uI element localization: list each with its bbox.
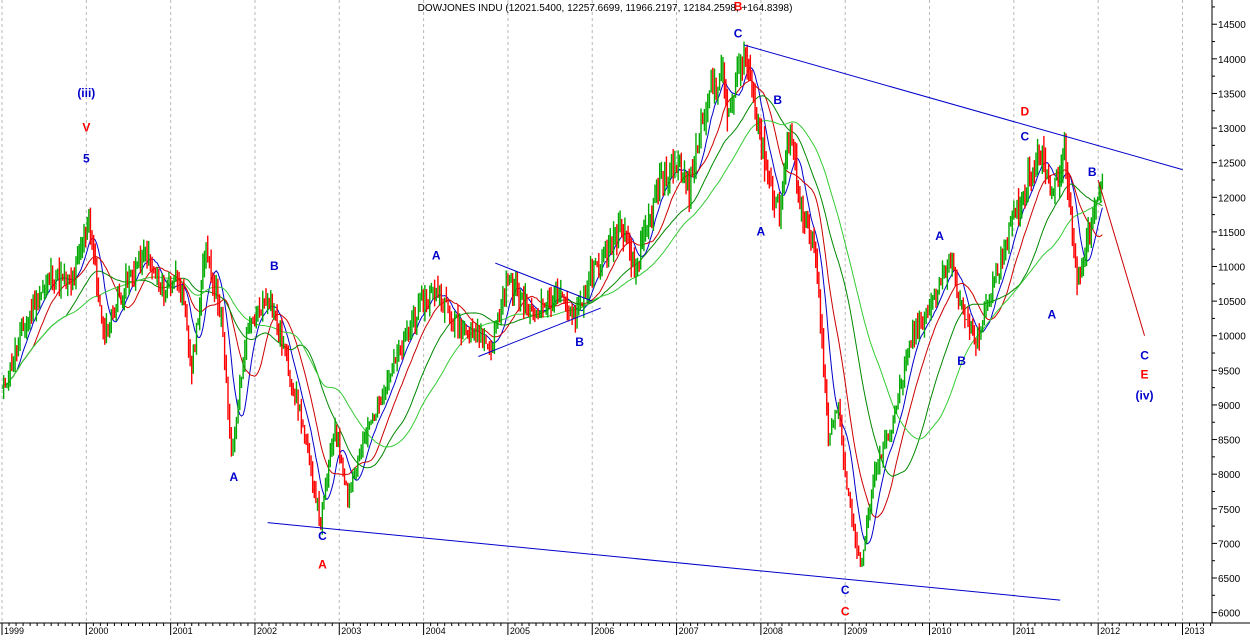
x-tick-label-2010: 2010 xyxy=(932,626,952,636)
wave-label-21: C xyxy=(1140,348,1149,362)
x-tick-label-2012: 2012 xyxy=(1100,626,1120,636)
y-tick-label-12500: 12500 xyxy=(1218,159,1246,170)
x-tick-label-1999: 1999 xyxy=(4,626,24,636)
trendline-4 xyxy=(1097,179,1146,336)
wave-label-6: A xyxy=(318,557,327,571)
price-bars xyxy=(2,41,1104,568)
wave-label-10: C xyxy=(734,26,743,40)
wave-label-1: V xyxy=(82,121,90,135)
y-tick-label-8500: 8500 xyxy=(1218,436,1241,447)
chart-title: DOWJONES INDU (12021.5400, 12257.6699, 1… xyxy=(418,3,793,14)
y-tick-label-14500: 14500 xyxy=(1218,20,1246,31)
y-tick-label-9500: 9500 xyxy=(1218,366,1241,377)
wave-label-11: A xyxy=(757,224,766,238)
x-tick-label-2000: 2000 xyxy=(88,626,108,636)
x-tick-label-2009: 2009 xyxy=(847,626,867,636)
wave-label-19: A xyxy=(1047,307,1056,321)
y-tick-label-10000: 10000 xyxy=(1218,332,1246,343)
wave-label-9: B xyxy=(734,0,743,13)
x-tick-label-2005: 2005 xyxy=(510,626,530,636)
wave-label-5: C xyxy=(318,529,327,543)
wave-label-22: E xyxy=(1141,368,1149,382)
wave-label-23: (iv) xyxy=(1136,388,1154,402)
wave-label-18: C xyxy=(1020,130,1029,144)
moving-average-60 xyxy=(1,119,1103,448)
wave-label-3: A xyxy=(230,470,239,484)
x-tick-label-2003: 2003 xyxy=(341,626,361,636)
y-tick-label-11000: 11000 xyxy=(1218,263,1246,274)
trendline-2 xyxy=(495,262,593,302)
trendline-1 xyxy=(267,522,1061,601)
x-tick-label-2011: 2011 xyxy=(1016,626,1035,636)
wave-label-0: (iii) xyxy=(77,86,95,100)
trendline-3 xyxy=(478,307,601,357)
x-tick-label-2001: 2001 xyxy=(173,626,193,636)
y-tick-label-7000: 7000 xyxy=(1218,539,1241,550)
x-tick-label-2004: 2004 xyxy=(426,626,446,636)
trendlines xyxy=(267,44,1183,601)
wave-label-20: B xyxy=(1088,165,1097,179)
wave-label-7: A xyxy=(432,249,441,263)
y-tick-label-7500: 7500 xyxy=(1218,505,1241,516)
x-tick-label-2006: 2006 xyxy=(594,626,614,636)
x-tick-label-2013: 2013 xyxy=(1184,626,1204,636)
y-tick-label-8000: 8000 xyxy=(1218,470,1241,481)
y-tick-label-11500: 11500 xyxy=(1218,228,1246,239)
wave-label-4: B xyxy=(270,259,279,273)
y-tick-label-10500: 10500 xyxy=(1218,297,1246,308)
wave-label-12: B xyxy=(773,93,782,107)
y-tick-label-14000: 14000 xyxy=(1218,55,1246,66)
x-tick-label-2008: 2008 xyxy=(763,626,783,636)
wave-label-17: D xyxy=(1020,105,1029,119)
wave-label-16: B xyxy=(957,354,966,368)
y-tick-label-6000: 6000 xyxy=(1218,609,1241,620)
y-tick-label-9000: 9000 xyxy=(1218,401,1241,412)
wave-label-14: C xyxy=(841,604,850,618)
wave-label-15: A xyxy=(935,229,944,243)
trendline-0 xyxy=(743,44,1183,171)
y-tick-label-6500: 6500 xyxy=(1218,574,1241,585)
y-tick-label-12000: 12000 xyxy=(1218,193,1246,204)
x-tick-label-2007: 2007 xyxy=(679,626,699,636)
wave-label-8: B xyxy=(575,335,584,349)
wave-label-2: 5 xyxy=(83,152,90,166)
y-tick-label-13000: 13000 xyxy=(1218,124,1246,135)
wave-label-13: C xyxy=(841,583,850,597)
x-tick-label-2002: 2002 xyxy=(257,626,277,636)
y-tick-label-13500: 13500 xyxy=(1218,89,1246,100)
